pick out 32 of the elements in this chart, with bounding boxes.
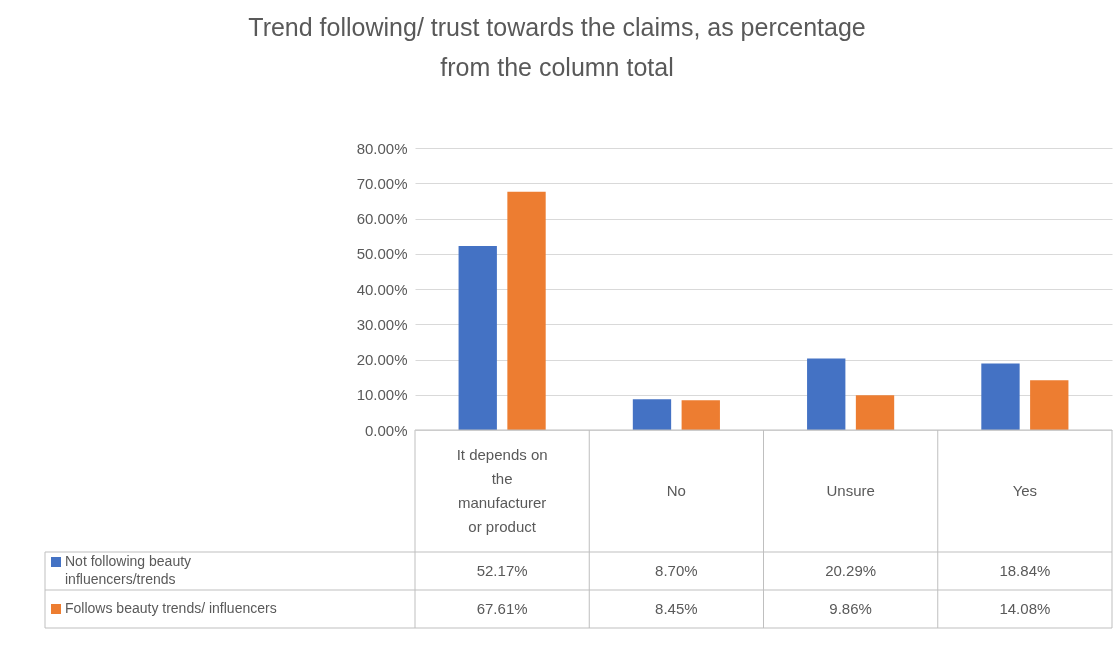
data-label: 52.17% [476,562,528,579]
data-label: 67.61% [476,600,528,617]
legend-label: Not following beauty influencers/trends [65,553,192,587]
x-tick-label: Unsure [826,482,875,499]
bar [807,358,846,430]
x-tick-label: It depends on the manufacturer or product [456,446,548,535]
bar [507,191,546,430]
y-tick-label: 10.00% [356,386,408,404]
bar [681,400,720,430]
data-label: 18.84% [999,562,1051,579]
data-label: 14.08% [999,600,1051,617]
bar [1030,380,1069,430]
data-label: 9.86% [829,600,872,617]
x-tick-label: Yes [1012,482,1038,499]
bar [632,399,672,430]
legend-label: Follows beauty trends/ influencers [65,600,277,616]
y-tick-label: 30.00% [356,315,408,333]
bar [458,246,497,430]
y-tick-label: 40.00% [356,280,408,298]
x-tick-label: No [666,482,686,499]
chart-title: Trend following/ trust towards the claims, as percentage from the column total [248,13,866,81]
bar [981,363,1020,430]
y-tick-label: 20.00% [356,351,408,368]
data-label: 8.45% [655,600,698,617]
y-tick-label: 0.00% [364,421,408,439]
y-tick-label: 60.00% [356,210,408,227]
y-tick-label: 50.00% [356,245,408,263]
y-tick-label: 80.00% [356,139,408,157]
data-label: 8.70% [655,562,698,579]
bar [855,395,895,430]
data-label: 20.29% [825,562,877,579]
y-tick-label: 70.00% [356,174,408,192]
